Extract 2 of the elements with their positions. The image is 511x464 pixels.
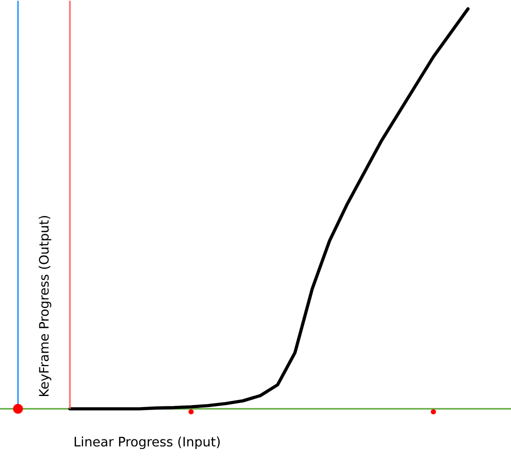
y-axis-title: KeyFrame Progress (Output): [38, 216, 52, 396]
x-axis-title: Linear Progress (Input): [74, 436, 220, 450]
